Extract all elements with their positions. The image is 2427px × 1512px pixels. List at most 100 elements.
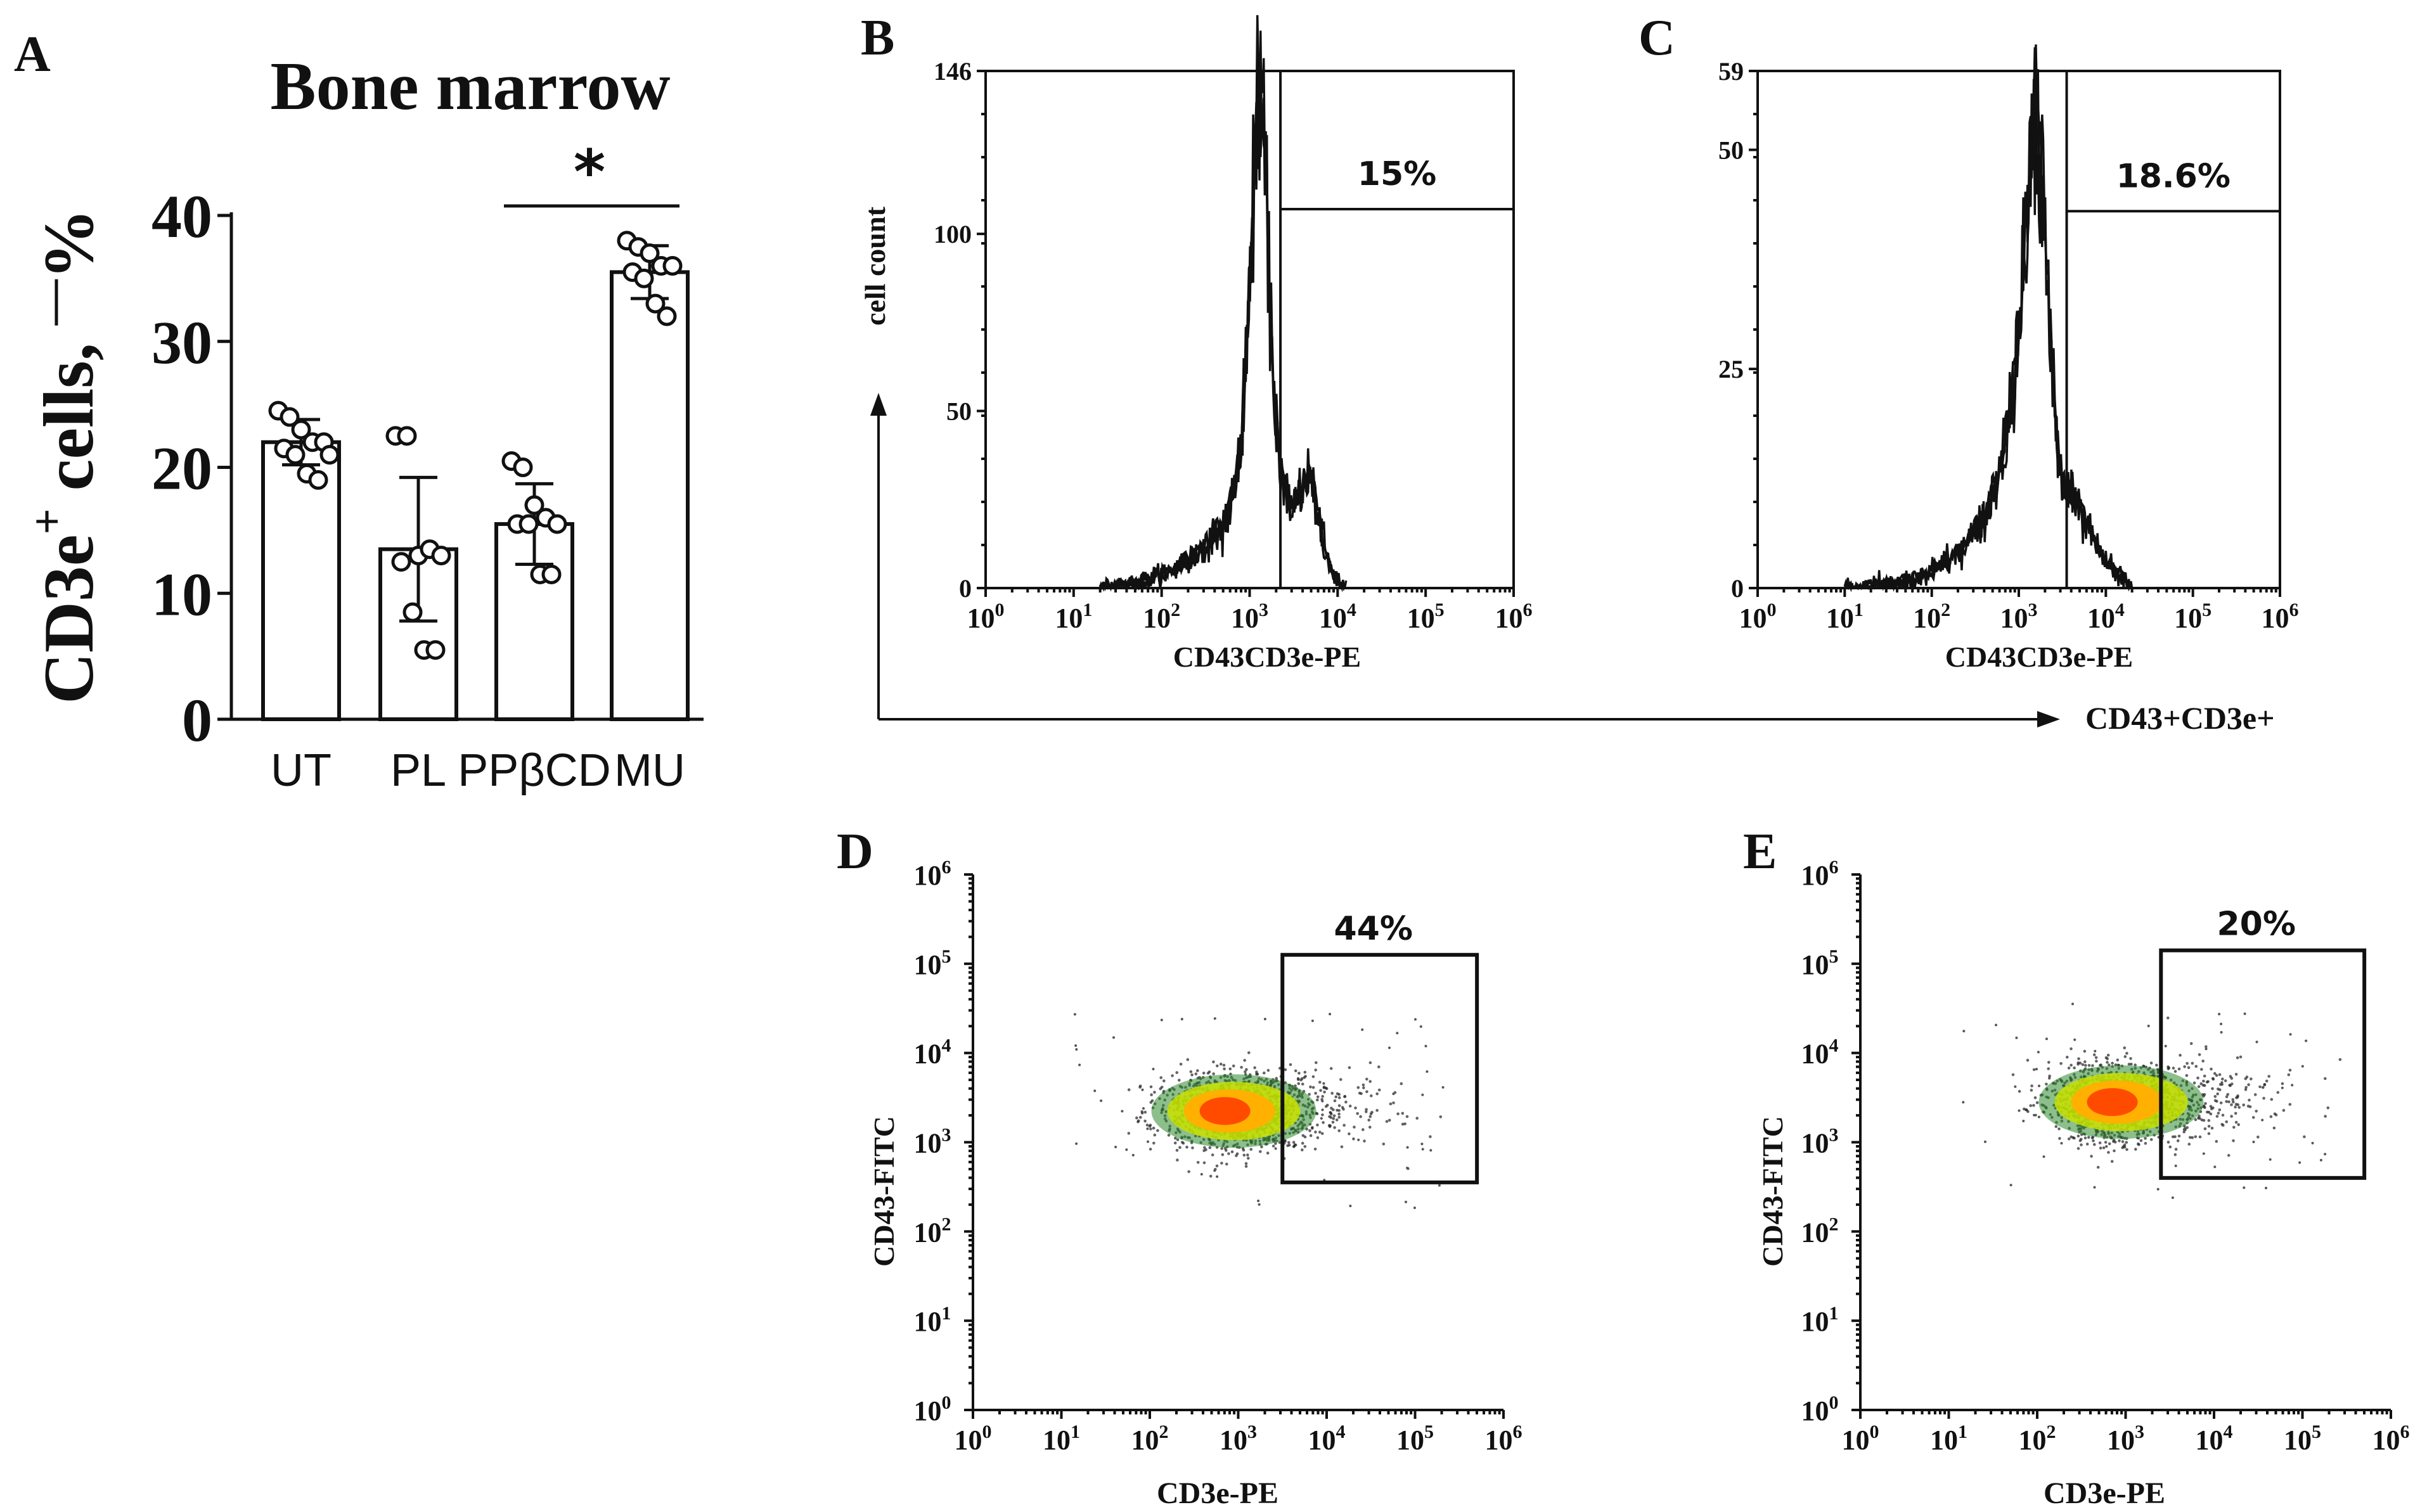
outlier-dot bbox=[1321, 1099, 1324, 1103]
event-dot bbox=[2256, 1136, 2260, 1139]
event-dot bbox=[2123, 1046, 2127, 1049]
outlier-dot bbox=[2205, 1048, 2208, 1051]
event-dot bbox=[2172, 1067, 2175, 1070]
event-dot bbox=[1203, 1146, 1206, 1150]
density-hot bbox=[1199, 1097, 1251, 1125]
event-dot bbox=[2216, 1092, 2219, 1096]
event-dot bbox=[1365, 1077, 1368, 1081]
data-point bbox=[541, 564, 562, 584]
outlier-dot bbox=[1100, 1099, 1103, 1102]
outlier-dot bbox=[1438, 1184, 1441, 1187]
event-dot bbox=[2076, 1147, 2080, 1150]
event-dot bbox=[2191, 1061, 2194, 1065]
event-dot bbox=[1403, 1122, 1407, 1125]
event-dot bbox=[2106, 1057, 2109, 1061]
event-dot bbox=[2230, 1077, 2234, 1080]
panel-letter-b: B bbox=[861, 10, 894, 66]
event-dot bbox=[2054, 1125, 2058, 1129]
outlier-dot bbox=[1216, 1175, 1219, 1178]
outlier-dot bbox=[1141, 1088, 1144, 1091]
event-dot bbox=[1367, 1118, 1370, 1122]
event-dot bbox=[1362, 1083, 1365, 1087]
event-dot bbox=[2067, 1067, 2071, 1070]
event-dot bbox=[2092, 1139, 2095, 1143]
event-dot bbox=[1342, 1108, 1345, 1111]
x-axis-label-d: CD3e-PE bbox=[1157, 1477, 1278, 1510]
event-dot bbox=[1275, 1077, 1278, 1080]
event-dot bbox=[2231, 1098, 2234, 1101]
outlier-dot bbox=[1357, 1138, 1360, 1141]
event-dot bbox=[2234, 1112, 2237, 1115]
outlier-dot bbox=[1142, 1107, 1145, 1110]
event-dot bbox=[1326, 1103, 1329, 1107]
event-dot bbox=[2205, 1045, 2208, 1048]
event-dot bbox=[1315, 1061, 1318, 1065]
event-dot bbox=[1149, 1148, 1152, 1151]
outlier-dot bbox=[2311, 1141, 2314, 1144]
event-dot bbox=[2234, 1105, 2237, 1109]
event-dot bbox=[2281, 1082, 2284, 1086]
event-dot bbox=[2303, 1135, 2306, 1139]
event-dot bbox=[2248, 1098, 2251, 1102]
event-dot bbox=[2191, 1136, 2194, 1139]
data-point bbox=[547, 514, 567, 534]
outlier-dot bbox=[2156, 1188, 2160, 1191]
x-tick-label: 100 bbox=[1842, 1421, 1879, 1456]
x-tick-label: 101 bbox=[1930, 1421, 1967, 1456]
event-dot bbox=[2029, 1104, 2032, 1108]
x-tick-label: 102 bbox=[1143, 599, 1180, 634]
event-dot bbox=[1145, 1124, 1149, 1127]
event-dot bbox=[2226, 1092, 2229, 1096]
event-dot bbox=[2032, 1104, 2035, 1107]
data-point bbox=[662, 256, 683, 276]
outlier-dot bbox=[2060, 1142, 2063, 1145]
event-dot bbox=[1208, 1146, 1212, 1150]
event-dot bbox=[1348, 1105, 1352, 1108]
event-dot bbox=[2198, 1053, 2201, 1056]
x-tick-label: 101 bbox=[1826, 599, 1864, 634]
event-dot bbox=[2018, 1089, 2021, 1093]
event-dot bbox=[1194, 1072, 1198, 1075]
event-dot bbox=[2209, 1112, 2213, 1116]
event-dot bbox=[1266, 1068, 1270, 1072]
event-dot bbox=[2234, 1120, 2238, 1124]
outlier-dot bbox=[1421, 1093, 1424, 1096]
outlier-dot bbox=[1121, 1110, 1124, 1113]
outlier-dot bbox=[2243, 1186, 2246, 1189]
event-dot bbox=[1429, 1135, 1432, 1138]
x-tick-label: 104 bbox=[1308, 1421, 1346, 1456]
event-dot bbox=[1313, 1148, 1317, 1151]
y-axis-label-d: CD43-FITC bbox=[868, 1116, 900, 1267]
event-dot bbox=[1352, 1137, 1355, 1141]
event-dot bbox=[1186, 1058, 1190, 1061]
shared-axes-arrow: CD43+CD3e+ bbox=[870, 393, 2275, 736]
event-dot bbox=[2219, 1101, 2223, 1105]
outlier-dot bbox=[2218, 1013, 2221, 1016]
event-dot bbox=[1365, 1108, 1368, 1112]
outlier-dot bbox=[2018, 1109, 2021, 1112]
event-dot bbox=[2137, 1142, 2140, 1146]
event-dot bbox=[2213, 1095, 2217, 1098]
x-tick-label: 103 bbox=[1220, 1421, 1257, 1456]
event-dot bbox=[2267, 1075, 2270, 1078]
outlier-dot bbox=[1131, 1153, 1135, 1156]
outlier-dot bbox=[1322, 1082, 1325, 1085]
event-dot bbox=[1212, 1072, 1215, 1075]
event-dot bbox=[2272, 1126, 2276, 1130]
event-dot bbox=[2207, 1118, 2211, 1122]
event-dot bbox=[2094, 1056, 2098, 1060]
outlier-dot bbox=[2291, 1084, 2294, 1087]
event-dot bbox=[1297, 1072, 1301, 1075]
event-dot bbox=[2011, 1073, 2015, 1077]
x-tick-label: 104 bbox=[1319, 599, 1356, 634]
outlier-dot bbox=[1426, 1070, 1429, 1073]
event-dot bbox=[2232, 1139, 2235, 1143]
event-dot bbox=[2244, 1086, 2248, 1089]
event-dot bbox=[2106, 1061, 2109, 1064]
outlier-dot bbox=[1112, 1036, 1115, 1039]
event-dot bbox=[2237, 1123, 2240, 1126]
event-dot bbox=[1219, 1062, 1223, 1066]
outlier-dot bbox=[2261, 1118, 2264, 1122]
event-dot bbox=[2080, 1137, 2083, 1141]
